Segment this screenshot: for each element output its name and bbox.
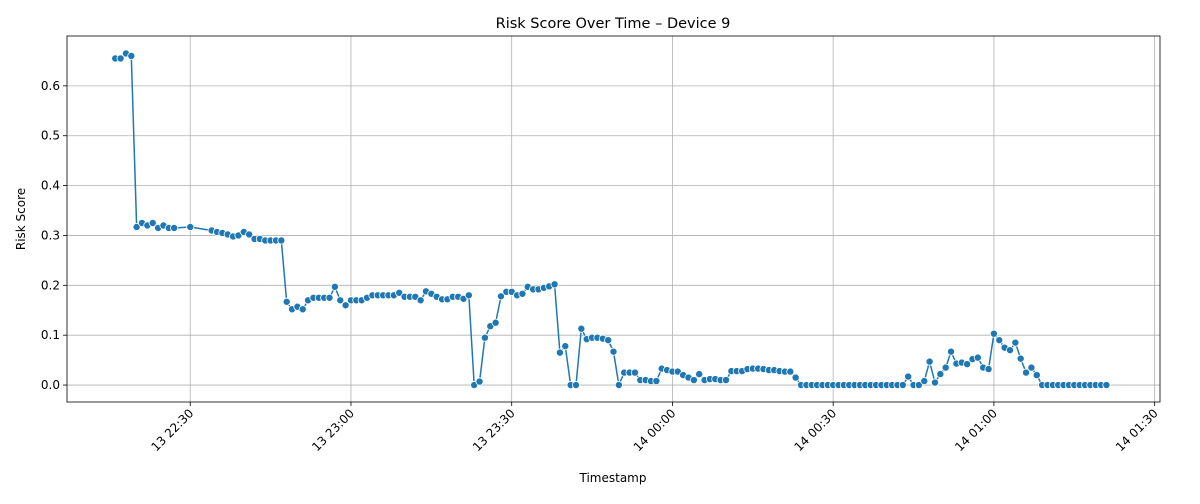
data-point xyxy=(148,218,157,227)
data-point xyxy=(550,280,559,289)
data-point xyxy=(116,54,125,63)
x-tick-label: 14 00:30 xyxy=(791,406,839,454)
data-point xyxy=(695,370,704,379)
data-point xyxy=(330,282,339,291)
data-point xyxy=(170,223,179,232)
y-axis-label: Risk Score xyxy=(14,188,28,250)
data-point xyxy=(791,373,800,382)
data-point xyxy=(1011,338,1020,347)
y-tick-label: 0.3 xyxy=(41,228,60,242)
data-point xyxy=(947,347,956,356)
data-point xyxy=(555,348,564,357)
x-tick-label: 14 01:00 xyxy=(952,406,1000,454)
data-point xyxy=(973,353,982,362)
data-point xyxy=(904,372,913,381)
data-point xyxy=(936,370,945,379)
data-point xyxy=(282,297,291,306)
data-point xyxy=(930,378,939,387)
data-point xyxy=(325,293,334,302)
data-point xyxy=(395,288,404,297)
data-point xyxy=(995,336,1004,345)
x-axis-label: Timestamp xyxy=(579,471,647,485)
x-tick-label: 13 23:30 xyxy=(470,406,518,454)
data-point xyxy=(186,222,195,231)
data-point xyxy=(336,296,345,305)
data-point xyxy=(475,377,484,386)
y-tick-label: 0.6 xyxy=(41,79,60,93)
x-tick-label: 13 23:00 xyxy=(309,406,357,454)
data-point xyxy=(1102,381,1111,390)
data-point xyxy=(518,289,527,298)
data-point xyxy=(604,336,613,345)
y-tick-label: 0.5 xyxy=(41,129,60,143)
data-point xyxy=(1032,371,1041,380)
data-point xyxy=(614,381,623,390)
data-point xyxy=(1016,354,1025,363)
data-point xyxy=(127,51,136,60)
data-point xyxy=(577,324,586,333)
x-tick-label: 13 22:30 xyxy=(149,406,197,454)
data-point xyxy=(925,357,934,366)
y-tick-label: 0.2 xyxy=(41,278,60,292)
data-point xyxy=(464,291,473,300)
data-point xyxy=(416,296,425,305)
data-point xyxy=(989,329,998,338)
chart-title: Risk Score Over Time – Device 9 xyxy=(496,16,731,32)
data-point xyxy=(609,347,618,356)
data-point xyxy=(561,342,570,351)
data-point xyxy=(630,368,639,377)
data-point xyxy=(245,230,254,239)
data-point xyxy=(341,301,350,310)
plot-frame xyxy=(66,35,1161,403)
data-point xyxy=(571,381,580,390)
data-point xyxy=(914,381,923,390)
data-point xyxy=(491,318,500,327)
y-tick-label: 0.4 xyxy=(41,179,60,193)
data-point xyxy=(1022,368,1031,377)
data-point xyxy=(480,333,489,342)
data-point xyxy=(277,236,286,245)
data-point xyxy=(1027,363,1036,372)
data-point xyxy=(722,376,731,385)
data-point xyxy=(1005,346,1014,355)
data-point xyxy=(132,222,141,231)
y-tick-label: 0.1 xyxy=(41,328,60,342)
data-point xyxy=(786,367,795,376)
x-tick-label: 14 00:00 xyxy=(631,406,679,454)
data-point xyxy=(920,377,929,386)
data-point xyxy=(984,365,993,374)
data-point xyxy=(496,292,505,301)
data-point xyxy=(298,305,307,314)
data-point xyxy=(941,363,950,372)
x-tick-label: 14 01:30 xyxy=(1113,406,1161,454)
data-point xyxy=(963,360,972,369)
data-point xyxy=(652,377,661,386)
y-tick-label: 0.0 xyxy=(41,378,60,392)
data-point xyxy=(689,376,698,385)
data-point xyxy=(898,381,907,390)
